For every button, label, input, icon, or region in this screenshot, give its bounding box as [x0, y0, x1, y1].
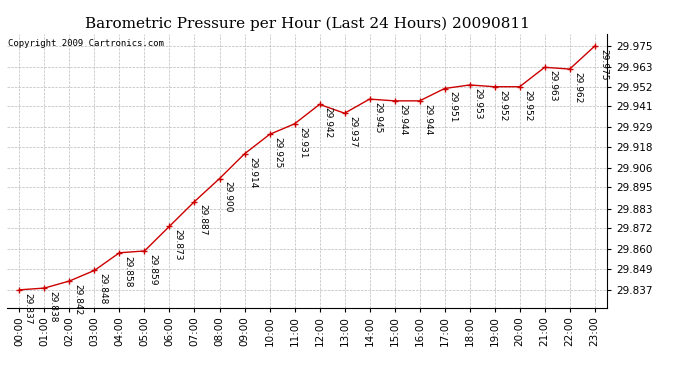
Text: 29.925: 29.925 [274, 137, 283, 169]
Text: 29.887: 29.887 [199, 204, 208, 236]
Text: 29.962: 29.962 [574, 72, 583, 103]
Text: 29.858: 29.858 [124, 255, 132, 287]
Text: 29.842: 29.842 [74, 284, 83, 315]
Text: 29.944: 29.944 [399, 104, 408, 135]
Text: 29.945: 29.945 [374, 102, 383, 133]
Text: 29.873: 29.873 [174, 229, 183, 261]
Text: 29.963: 29.963 [549, 70, 558, 102]
Text: 29.944: 29.944 [424, 104, 433, 135]
Text: 29.975: 29.975 [599, 49, 608, 80]
Text: 29.848: 29.848 [99, 273, 108, 304]
Text: 29.937: 29.937 [348, 116, 357, 147]
Text: Copyright 2009 Cartronics.com: Copyright 2009 Cartronics.com [8, 39, 164, 48]
Text: 29.953: 29.953 [474, 88, 483, 119]
Text: 29.942: 29.942 [324, 107, 333, 138]
Text: 29.900: 29.900 [224, 182, 233, 213]
Text: 29.914: 29.914 [248, 157, 257, 188]
Text: 29.951: 29.951 [448, 91, 457, 123]
Text: 29.952: 29.952 [499, 90, 508, 121]
Text: 29.837: 29.837 [23, 292, 32, 324]
Title: Barometric Pressure per Hour (Last 24 Hours) 20090811: Barometric Pressure per Hour (Last 24 Ho… [85, 17, 529, 31]
Text: 29.838: 29.838 [48, 291, 57, 322]
Text: 29.931: 29.931 [299, 127, 308, 158]
Text: 29.859: 29.859 [148, 254, 157, 285]
Text: 29.952: 29.952 [524, 90, 533, 121]
